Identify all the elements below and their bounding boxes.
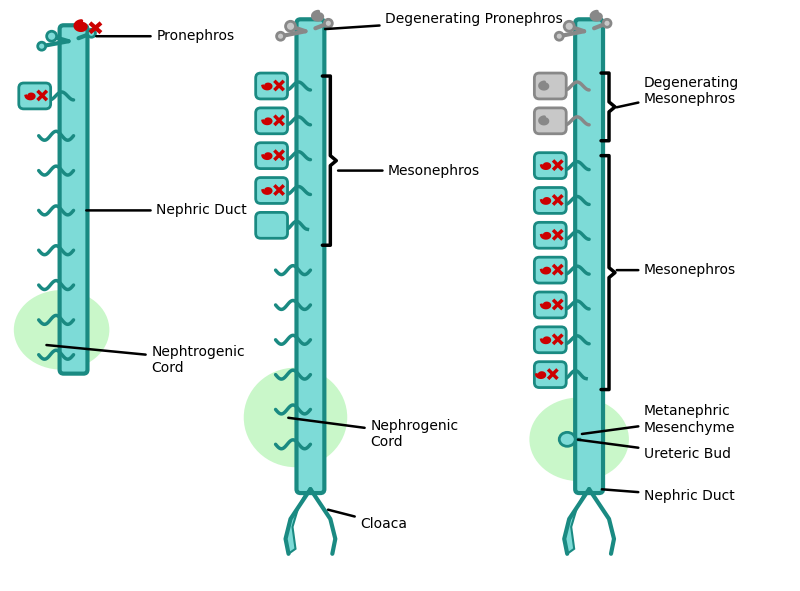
FancyBboxPatch shape [60,25,87,374]
Circle shape [555,33,563,40]
Ellipse shape [530,398,629,481]
Text: Pronephros: Pronephros [96,29,234,43]
Circle shape [46,31,57,41]
FancyBboxPatch shape [256,212,287,238]
FancyBboxPatch shape [534,152,566,178]
FancyBboxPatch shape [575,20,603,493]
Polygon shape [286,489,310,554]
FancyBboxPatch shape [19,83,50,109]
Text: Ureteric Bud: Ureteric Bud [578,440,731,461]
Text: Nephrogenic
Cord: Nephrogenic Cord [288,418,458,449]
Ellipse shape [14,290,110,369]
Text: Nephric Duct: Nephric Duct [602,489,734,503]
FancyBboxPatch shape [534,362,566,388]
Text: Mesonephros: Mesonephros [617,263,736,277]
FancyBboxPatch shape [534,108,566,134]
Circle shape [286,21,295,31]
Text: Degenerating
Mesonephros: Degenerating Mesonephros [617,76,739,108]
Circle shape [277,33,285,40]
Ellipse shape [244,368,347,467]
Text: Cloaca: Cloaca [328,509,407,531]
Text: Metanephric
Mesenchyme: Metanephric Mesenchyme [582,404,735,434]
FancyBboxPatch shape [534,257,566,283]
FancyBboxPatch shape [256,142,287,168]
Circle shape [564,21,574,31]
FancyBboxPatch shape [534,327,566,353]
FancyBboxPatch shape [534,222,566,248]
Text: Nephric Duct: Nephric Duct [86,203,247,217]
Text: Degenerating Pronephros: Degenerating Pronephros [325,12,563,29]
FancyBboxPatch shape [256,73,287,99]
Circle shape [38,42,46,50]
Circle shape [87,30,95,37]
Text: Mesonephros: Mesonephros [338,164,480,177]
FancyBboxPatch shape [534,292,566,318]
Circle shape [324,20,332,27]
FancyBboxPatch shape [256,177,287,203]
Polygon shape [564,489,589,554]
FancyBboxPatch shape [256,108,287,134]
Ellipse shape [559,433,575,446]
Text: Nephtrogenic
Cord: Nephtrogenic Cord [46,345,245,375]
Circle shape [603,20,611,27]
FancyBboxPatch shape [534,73,566,99]
FancyBboxPatch shape [534,187,566,213]
FancyBboxPatch shape [297,20,324,493]
